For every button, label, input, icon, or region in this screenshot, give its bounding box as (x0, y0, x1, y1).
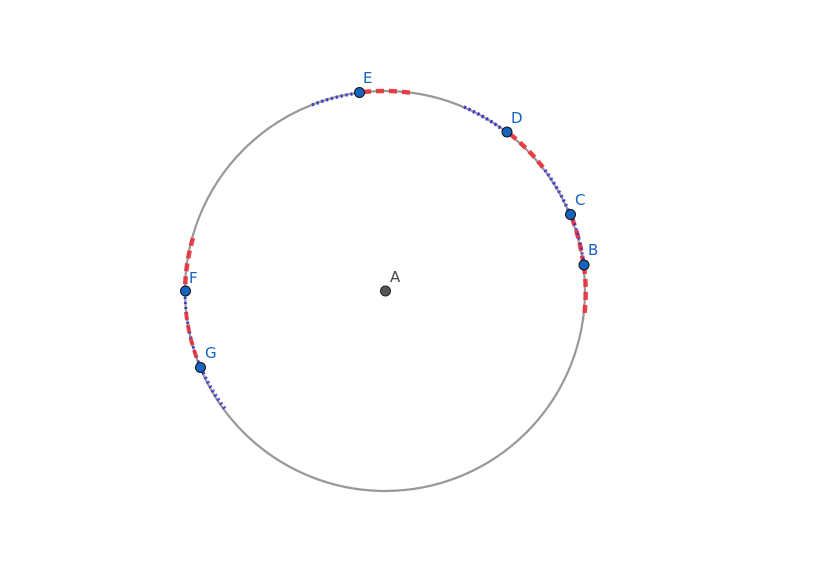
arc-red-dashed (184, 311, 201, 365)
point-label: G (205, 344, 217, 362)
point-G[interactable]: G (195, 344, 217, 373)
center-dot[interactable] (380, 285, 391, 297)
point-dot[interactable] (565, 209, 576, 220)
point-dot[interactable] (180, 285, 191, 297)
point-dot[interactable] (501, 126, 513, 138)
center-point-A[interactable]: A (380, 268, 402, 297)
point-dot[interactable] (354, 87, 365, 98)
center-label: A (390, 268, 401, 286)
point-dot[interactable] (195, 362, 206, 373)
arc-blue-dotted (199, 367, 228, 412)
point-C[interactable]: C (565, 191, 586, 220)
point-B[interactable]: B (578, 241, 598, 271)
point-label: C (575, 191, 585, 209)
point-label: F (189, 269, 198, 287)
arc-red-dashed (182, 237, 196, 291)
point-D[interactable]: D (501, 109, 523, 138)
point-E[interactable]: E (354, 69, 373, 98)
point-label: B (588, 241, 598, 259)
arc-blue-dotted (463, 105, 508, 134)
point-label: E (363, 69, 372, 87)
arc-blue-dotted (183, 291, 202, 367)
highlighted-arcs (182, 88, 588, 412)
point-label: D (511, 109, 523, 127)
arc-red-dashed (581, 265, 588, 319)
point-dot[interactable] (578, 259, 590, 271)
point-F[interactable]: F (180, 269, 198, 297)
